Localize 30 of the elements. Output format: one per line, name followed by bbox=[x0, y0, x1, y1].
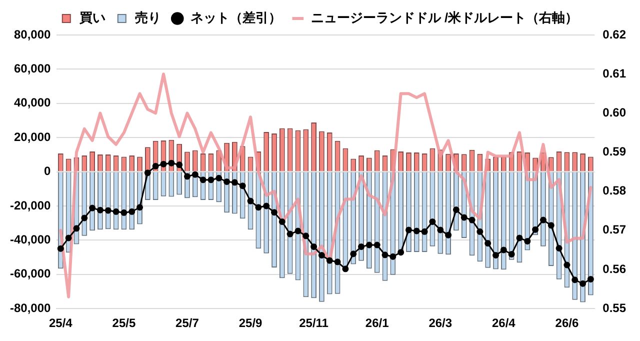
x-tick-label: 25/11 bbox=[299, 316, 329, 330]
y-tick-label: -40,000 bbox=[10, 232, 52, 247]
y2-tick-label: 0.62 bbox=[602, 27, 626, 42]
x-tick-label: 26/4 bbox=[492, 316, 516, 330]
legend-label: 買い bbox=[78, 10, 106, 26]
y2-tick-label: 0.59 bbox=[602, 144, 626, 159]
x-tick-label: 25/9 bbox=[238, 316, 263, 330]
x-tick-label: 26/1 bbox=[365, 316, 390, 330]
x-tick-label: 26/6 bbox=[555, 316, 579, 330]
legend-label: 売り bbox=[134, 10, 161, 26]
legend-label: ネット（差引） bbox=[190, 10, 282, 26]
y2-tick-label: 0.60 bbox=[602, 105, 626, 120]
y-tick-label: 80,000 bbox=[14, 27, 52, 42]
x-tick-label: 25/5 bbox=[112, 316, 136, 330]
y2-tick-label: 0.56 bbox=[602, 262, 626, 276]
y2-tick-label: 0.61 bbox=[602, 66, 626, 80]
y-tick-label: 0 bbox=[44, 164, 52, 178]
y2-tick-label: 0.58 bbox=[602, 184, 626, 198]
x-tick-label: 26/3 bbox=[428, 316, 452, 330]
legend-label: ニュージーランドドル /米ドルレート（右軸） bbox=[310, 10, 578, 26]
y-tick-label: 60,000 bbox=[14, 62, 52, 76]
y-tick-label: 20,000 bbox=[14, 130, 52, 144]
y2-tick-label: 0.55 bbox=[602, 300, 626, 315]
x-tick-label: 25/4 bbox=[48, 316, 73, 330]
y-tick-label: 40,000 bbox=[14, 96, 52, 110]
y-tick-label: -60,000 bbox=[10, 266, 52, 281]
y-tick-label: -80,000 bbox=[10, 300, 52, 315]
x-tick-label: 25/7 bbox=[176, 316, 200, 330]
y2-tick-label: 0.57 bbox=[602, 222, 626, 237]
y-tick-label: -20,000 bbox=[10, 198, 52, 212]
